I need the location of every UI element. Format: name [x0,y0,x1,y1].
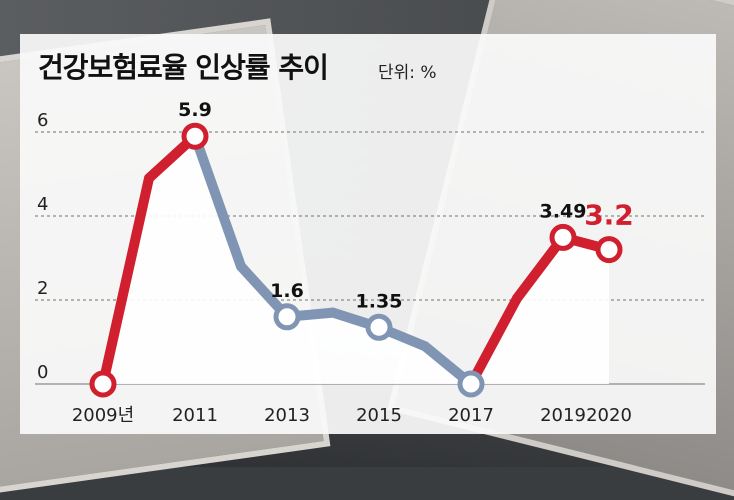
data-point-marker [273,303,301,331]
data-point-marker [595,236,623,264]
data-label: 1.35 [356,290,403,312]
y-tick-label: 4 [37,194,48,215]
area-fill [103,136,609,384]
y-tick-label: 6 [37,110,48,131]
data-label: 3.49 [540,200,587,222]
line-segment [98,173,154,389]
y-tick-label: 2 [37,278,48,299]
line-chart: 0 2 4 6 5.9 1.6 1.35 3.493.2 2009년 2011 2013 2015 20… [35,99,705,426]
x-tick-label: 2011 [172,405,218,426]
data-label: 3.2 [584,199,634,232]
data-label: 5.9 [178,99,212,121]
x-tick-label: 2017 [448,405,494,426]
line-segment [466,293,522,389]
x-tick-label: 2019 [540,405,586,426]
data-point-marker [549,223,577,251]
y-tick-label: 0 [37,362,48,383]
data-label: 1.6 [270,280,304,302]
x-tick-label: 2013 [264,405,310,426]
data-point-marker [89,370,117,398]
data-point-marker [181,122,209,150]
line-segment [190,131,246,272]
x-tick-label: 2015 [356,405,402,426]
data-point-marker [457,370,485,398]
x-tick-label: 2009년 [72,405,134,426]
chart-title: 건강보험료율 인상률 추이 [38,51,329,84]
x-tick-label: 2020 [586,405,632,426]
data-point-marker [365,313,393,341]
unit-label: 단위: % [378,63,437,83]
